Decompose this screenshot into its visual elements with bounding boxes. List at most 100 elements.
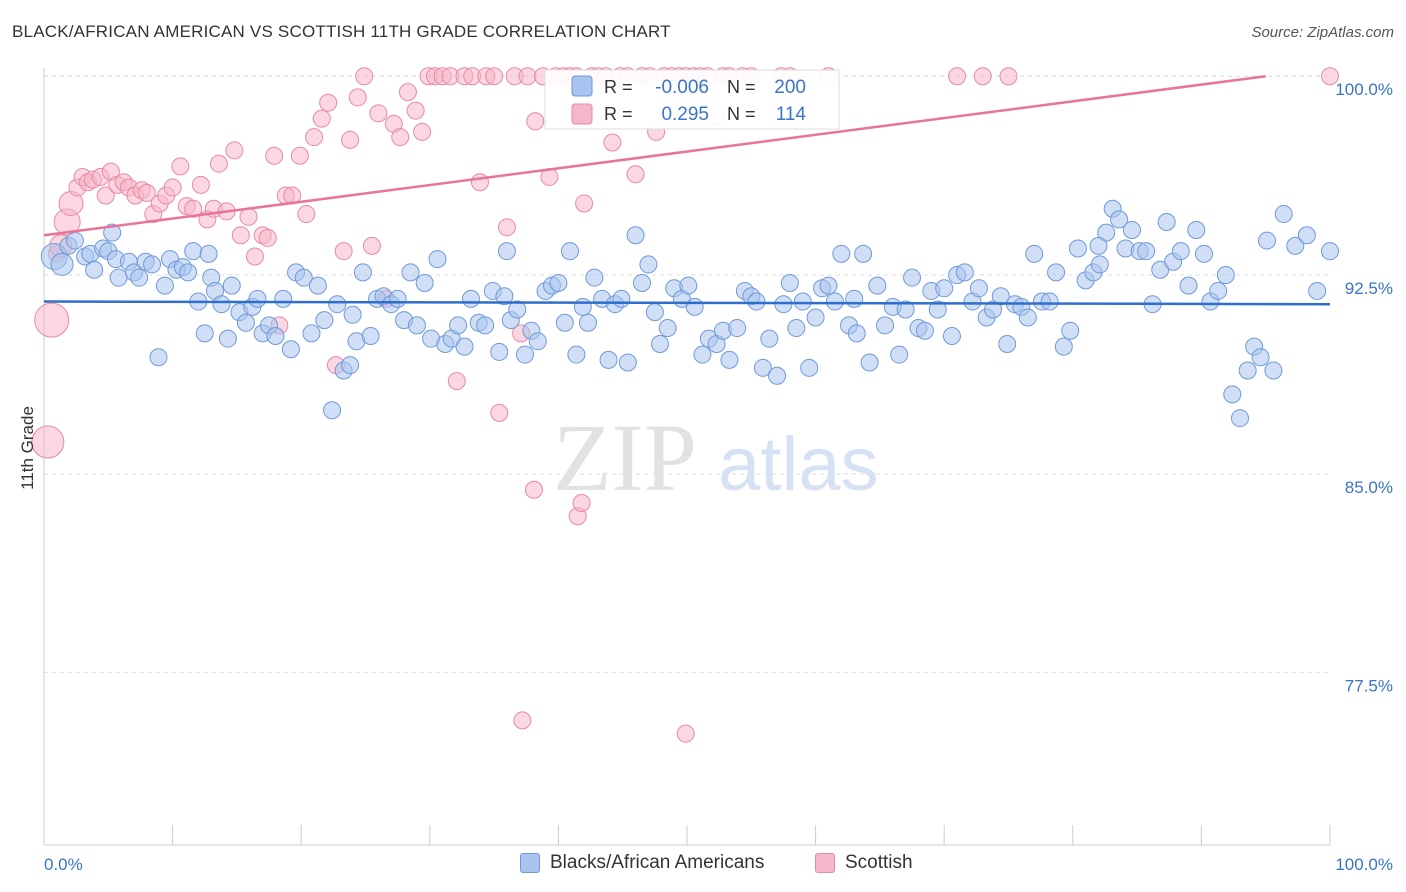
legend-box <box>544 69 840 130</box>
pink-point <box>413 122 432 141</box>
blue-point <box>1194 244 1213 263</box>
pink-point <box>447 372 466 391</box>
blue-point <box>1251 348 1270 367</box>
blue-point <box>179 263 198 282</box>
blue-point <box>449 316 468 335</box>
blue-point <box>639 255 658 274</box>
blue-point <box>942 327 961 346</box>
legend-n-label-blue: N = <box>727 77 756 97</box>
blue-point <box>274 289 293 308</box>
blue-point <box>1187 220 1206 239</box>
pink-point <box>524 480 543 499</box>
blue-point <box>998 334 1017 353</box>
blue-point <box>825 292 844 311</box>
blue-point <box>415 273 434 292</box>
blue-point <box>143 255 162 274</box>
pink-point <box>184 199 203 218</box>
y-tick-label: 100.0% <box>1335 80 1393 99</box>
legend-swatch-blacks <box>520 853 540 873</box>
y-tick-label: 92.5% <box>1345 279 1393 298</box>
blue-point <box>573 297 592 316</box>
trend-lines <box>43 74 1331 306</box>
pink-point <box>290 146 309 165</box>
blue-point <box>1110 210 1129 229</box>
blue-point <box>248 289 267 308</box>
blue-point <box>555 313 574 332</box>
blue-point <box>65 231 84 250</box>
blue-point <box>1264 361 1283 380</box>
blue-point <box>800 358 819 377</box>
blue-point <box>560 242 579 261</box>
blue-point <box>401 263 420 282</box>
blue-point <box>896 300 915 319</box>
blue-point <box>1089 236 1108 255</box>
x-tick-label-min: 0.0% <box>44 855 83 874</box>
blue-point <box>1308 281 1327 300</box>
blue-point <box>626 226 645 245</box>
blue-point <box>793 292 812 311</box>
blue-point <box>1321 242 1339 261</box>
pink-point <box>163 178 182 197</box>
blue-point <box>1157 213 1176 232</box>
legend-item-scottish: Scottish <box>815 852 913 874</box>
pink-point <box>406 101 425 120</box>
pink-point <box>305 128 324 147</box>
blue-point <box>890 345 909 364</box>
pink-point <box>209 154 228 173</box>
blue-point <box>969 279 988 298</box>
blue-point <box>1018 308 1037 327</box>
blue-point <box>1040 292 1059 311</box>
blue-point <box>845 289 864 308</box>
pink-point <box>490 403 509 422</box>
blue-point <box>984 300 1003 319</box>
pink-point <box>497 218 516 237</box>
blue-point <box>618 353 637 372</box>
blue-point <box>876 316 895 335</box>
blue-point <box>847 324 866 343</box>
blue-point <box>1223 385 1242 404</box>
blue-point <box>760 329 779 348</box>
source-label: Source: ZipAtlas.com <box>1251 24 1394 41</box>
blue-point <box>747 292 766 311</box>
legend-bottom: Blacks/African Americans Scottish <box>0 852 1406 878</box>
blue-point <box>806 308 825 327</box>
blue-point <box>281 340 300 359</box>
blue-point <box>199 244 218 263</box>
blue-point <box>308 276 327 295</box>
blue-point <box>753 358 772 377</box>
blue-point <box>212 295 231 314</box>
pink-point <box>362 236 381 255</box>
blue-point <box>323 401 342 420</box>
blue-point <box>476 316 495 335</box>
blue-point <box>407 316 426 335</box>
legend-label-blacks: Blacks/African Americans <box>550 852 765 873</box>
pink-point <box>572 494 591 513</box>
pink-point <box>603 133 622 152</box>
blue-point <box>222 276 241 295</box>
blue-point <box>1230 409 1249 428</box>
y-tick-label: 77.5% <box>1345 677 1393 696</box>
blue-point <box>515 345 534 364</box>
blue-point <box>195 324 214 343</box>
blue-point <box>549 273 568 292</box>
blue-point <box>915 321 934 340</box>
blue-point <box>361 327 380 346</box>
blue-point <box>315 311 334 330</box>
blue-point <box>103 223 122 242</box>
blue-point <box>497 242 516 261</box>
blue-point <box>341 356 360 375</box>
blue-point <box>612 289 631 308</box>
blue-point <box>1090 255 1109 274</box>
blue-point <box>1047 263 1066 282</box>
legend-label-scottish: Scottish <box>845 852 913 873</box>
blue-point <box>302 324 321 343</box>
pink-point <box>297 205 316 224</box>
pink-point <box>948 67 967 86</box>
pink-point <box>999 67 1018 86</box>
blue-point <box>567 345 586 364</box>
blue-point <box>679 276 698 295</box>
pink-point <box>575 194 594 213</box>
blue-point <box>819 276 838 295</box>
legend-r-value-pink: 0.295 <box>661 104 709 125</box>
legend-n-value-pink: 114 <box>776 104 807 125</box>
